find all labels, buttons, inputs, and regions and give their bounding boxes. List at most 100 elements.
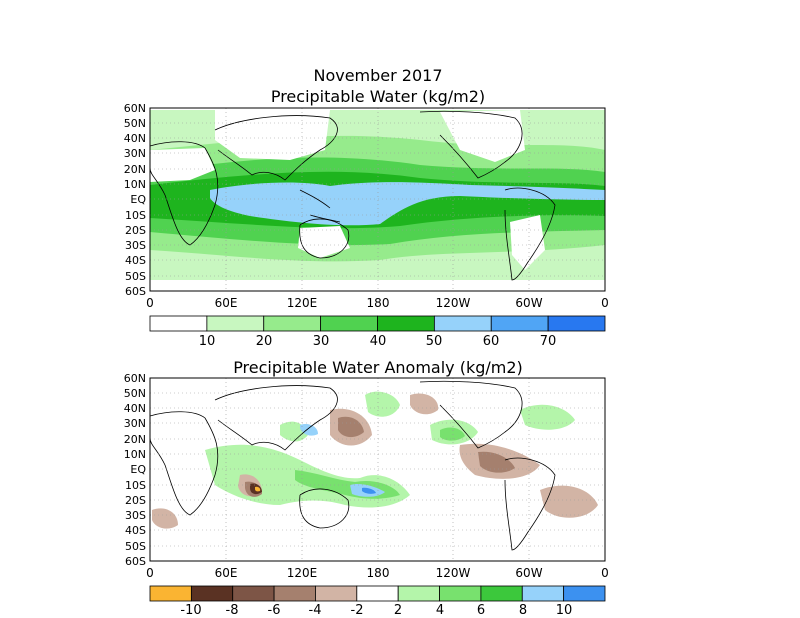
anomaly-coastlines: [150, 380, 556, 551]
lat-label: 50S: [125, 270, 146, 283]
colorbar-label: 4: [436, 603, 444, 618]
lon-label: 120E: [287, 566, 318, 580]
lat-label: 20N: [124, 163, 146, 176]
lat-label: 50N: [124, 387, 146, 400]
anomaly-neg-4: [338, 416, 364, 438]
pw-dry-samerica: [510, 215, 545, 270]
lon-label: 180: [367, 296, 390, 310]
anomaly-neg-10: [255, 486, 261, 492]
colorbar-swatch: [433, 315, 492, 332]
colorbar-swatch: [547, 315, 606, 332]
lat-label: 40S: [125, 524, 146, 537]
pw-dry-australia: [298, 226, 350, 258]
anomaly-neg-2: [152, 508, 178, 529]
lon-label: 60W: [515, 566, 542, 580]
colorbar-swatch: [480, 585, 523, 602]
colorbar-swatch: [320, 315, 378, 332]
anomaly-neg-4: [478, 451, 515, 473]
lat-label: 10S: [125, 209, 146, 222]
lon-label: 0: [601, 296, 609, 310]
colorbar-label: 20: [256, 334, 273, 349]
colorbar-label: 50: [426, 334, 443, 349]
lat-label: 60N: [124, 372, 146, 385]
pw-dry-sahara: [150, 148, 215, 182]
panel2-title: Precipitable Water Anomaly (kg/m2): [233, 358, 523, 377]
lat-label: 40S: [125, 254, 146, 267]
anomaly-neg-2: [540, 485, 598, 518]
lat-label: 30S: [125, 239, 146, 252]
lon-label: 120W: [436, 296, 471, 310]
lat-label: 10S: [125, 479, 146, 492]
lat-label: 10N: [124, 448, 146, 461]
lat-label: 50S: [125, 540, 146, 553]
colorbar-swatch: [273, 585, 316, 602]
lon-label: 0: [146, 566, 154, 580]
colorbar-label: -2: [351, 603, 364, 618]
lon-label: 120W: [436, 566, 471, 580]
colorbar-swatch: [377, 315, 435, 332]
anomaly-gridlines: [150, 378, 605, 561]
lat-label: 40N: [124, 132, 146, 145]
panel1-title: Precipitable Water (kg/m2): [271, 87, 485, 106]
colorbar-swatch: [397, 585, 440, 602]
colorbar-swatch: [356, 585, 399, 602]
colorbar-label: 10: [556, 603, 573, 618]
colorbar-swatch: [563, 585, 606, 602]
lat-label: 20N: [124, 433, 146, 446]
lat-label: 60S: [125, 285, 146, 298]
anomaly-colorbar-labels: -10 -8 -6 -4 -2 2 4 6 8 10: [180, 603, 572, 618]
colorbar-swatch: [149, 585, 192, 602]
lat-label: 10N: [124, 178, 146, 191]
pw-band-50-60: [210, 182, 605, 226]
anomaly-pos-10: [362, 487, 376, 494]
colorbar-label: -10: [180, 603, 201, 618]
anomaly-neg-2: [410, 393, 439, 415]
colorbar-swatch: [490, 315, 549, 332]
colorbar-label: 6: [477, 603, 485, 618]
lat-label: 40N: [124, 402, 146, 415]
colorbar-label: 30: [313, 334, 330, 349]
lat-label: 20S: [125, 224, 146, 237]
lat-label: EQ: [130, 193, 146, 206]
lon-label: 60W: [515, 296, 542, 310]
colorbar-swatch: [315, 585, 358, 602]
anomaly-pos-2-4: [520, 404, 575, 430]
colorbar-label: -4: [309, 603, 322, 618]
pw-lat-labels: 60N 50N 40N 30N 20N 10N EQ 10S 20S 30S 4…: [124, 102, 147, 298]
colorbar-label: 70: [540, 334, 557, 349]
lat-label: 20S: [125, 494, 146, 507]
colorbar-swatch: [232, 585, 275, 602]
colorbar-swatch: [521, 585, 565, 602]
pw-dry-asia: [215, 110, 330, 160]
pw-gridlines: [150, 108, 605, 291]
colorbar-swatch: [190, 585, 234, 602]
anomaly-lon-labels: 0 60E 120E 180 120W 60W 0: [146, 566, 609, 580]
lat-label: 30S: [125, 509, 146, 522]
lon-label: 0: [601, 566, 609, 580]
lon-label: 120E: [287, 296, 318, 310]
pw-dry-namerica: [440, 110, 525, 162]
anomaly-pos-2-4: [365, 391, 400, 417]
colorbar-label: 60: [483, 334, 500, 349]
anomaly-colorbar: [149, 585, 606, 602]
anomaly-lat-labels: 60N 50N 40N 30N 20N 10N EQ 10S 20S 30S 4…: [124, 372, 147, 568]
lon-label: 60E: [215, 566, 238, 580]
figure-title: November 2017: [313, 66, 442, 85]
lon-label: 0: [146, 296, 154, 310]
lat-label: 50N: [124, 117, 146, 130]
anomaly-pos-8-10: [300, 424, 318, 436]
pw-map: [149, 107, 606, 292]
colorbar-swatch: [206, 315, 265, 332]
lat-label: 30N: [124, 147, 146, 160]
colorbar-swatch: [149, 315, 208, 332]
colorbar-label: 8: [519, 603, 527, 618]
colorbar-label: 40: [370, 334, 387, 349]
anomaly-pos-4-6: [440, 427, 465, 441]
pw-coastlines: [150, 110, 556, 281]
lon-label: 60E: [215, 296, 238, 310]
colorbar-label: 2: [394, 603, 402, 618]
pw-lon-labels: 0 60E 120E 180 120W 60W 0: [146, 296, 609, 310]
colorbar-swatch: [263, 315, 322, 332]
lat-label: 60S: [125, 555, 146, 568]
